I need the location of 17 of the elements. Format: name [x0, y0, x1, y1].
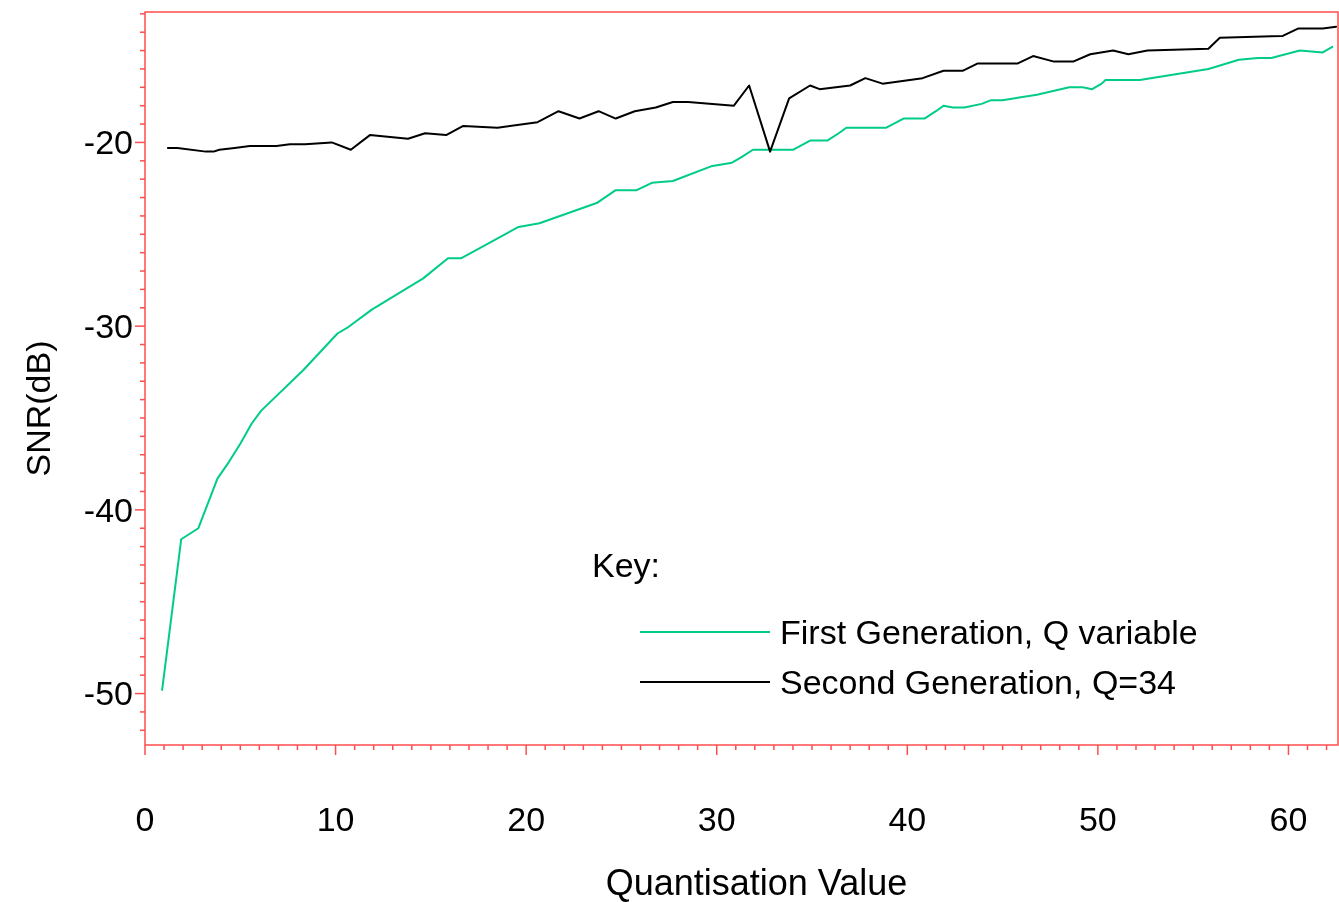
- y-tick-label: -50: [83, 674, 133, 713]
- y-tick-label: -30: [83, 307, 133, 346]
- legend-label: First Generation, Q variable: [780, 612, 1198, 651]
- x-tick-label: 30: [697, 800, 736, 838]
- x-tick-label: 40: [888, 800, 927, 838]
- x-tick-label: 20: [507, 800, 546, 838]
- x-tick-label: 10: [316, 800, 355, 838]
- y-tick-label: -20: [83, 123, 133, 162]
- y-axis-title: SNR(dB): [19, 340, 57, 477]
- legend-title: Key:: [592, 546, 661, 584]
- legend-label: Second Generation, Q=34: [780, 662, 1176, 701]
- x-tick-label: 50: [1078, 800, 1117, 838]
- x-tick-label: 60: [1269, 800, 1308, 838]
- x-axis-title: Quantisation Value: [605, 862, 908, 902]
- line-series: [166, 25, 1338, 153]
- x-tick-label: 0: [135, 800, 155, 838]
- y-tick-label: -40: [83, 490, 133, 529]
